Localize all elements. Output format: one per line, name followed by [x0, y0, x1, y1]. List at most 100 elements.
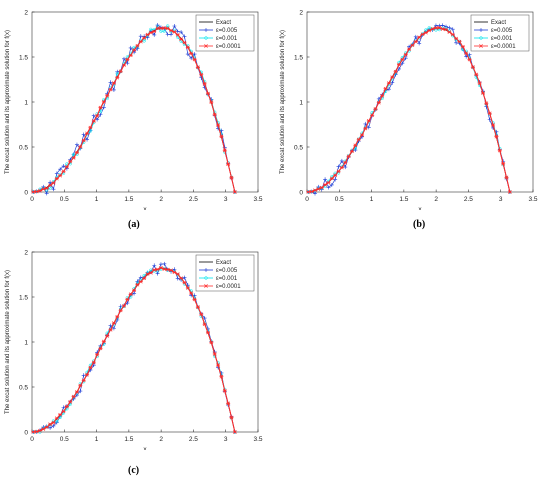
series-3-point	[480, 91, 485, 95]
series-3-point	[68, 400, 73, 404]
series-1-point	[81, 132, 86, 137]
x-tick-label: 1.5	[124, 436, 133, 443]
series-1-point	[61, 164, 66, 169]
series-3-point	[175, 32, 180, 37]
series-3-point	[407, 47, 412, 52]
legend-marker	[204, 36, 208, 40]
series-3-point	[38, 188, 43, 193]
series-3-point	[205, 91, 210, 96]
series-3-point	[454, 36, 459, 41]
series-3-point	[98, 346, 103, 351]
series-3-point	[363, 126, 368, 131]
series-3-point	[199, 312, 204, 317]
series-3-point	[423, 30, 428, 35]
series-3-point	[169, 268, 174, 273]
series-3-point	[158, 265, 163, 270]
series-3-point	[71, 156, 76, 160]
series-3-point	[142, 276, 147, 280]
series-1-point	[386, 87, 391, 92]
series-3-point	[34, 429, 39, 434]
legend-box	[470, 14, 530, 52]
series-3-point	[48, 422, 53, 427]
series-3-point	[447, 30, 452, 34]
series-3-point	[142, 36, 147, 40]
series-3-point	[420, 32, 425, 37]
series-3-point	[118, 69, 123, 74]
series-3-point	[470, 65, 475, 69]
series-3-point	[316, 187, 321, 191]
series-3-point	[51, 420, 56, 425]
legend-label: ε=0.001	[216, 276, 238, 282]
legend-marker	[204, 268, 208, 272]
series-1-point	[138, 34, 143, 39]
series-1-point	[447, 25, 452, 30]
series-3-point	[413, 39, 418, 44]
series-3-point	[38, 428, 43, 433]
series-3-point	[222, 148, 227, 153]
series-3-point	[309, 189, 314, 194]
series-1-point	[162, 261, 167, 266]
series-2-point	[166, 24, 170, 28]
series-3-point	[487, 111, 492, 116]
x-tick-label: 3	[224, 436, 228, 443]
series-3-point	[41, 187, 46, 191]
series-3-point	[430, 27, 435, 31]
series-3-point	[195, 305, 200, 309]
series-3-point	[202, 322, 207, 327]
series-3-point	[216, 123, 221, 127]
series-3-point	[101, 100, 106, 104]
series-1-point	[81, 373, 86, 378]
series-2-point	[424, 28, 428, 32]
series-3-point	[54, 176, 59, 181]
series-3-point	[450, 32, 455, 37]
legend-marker	[479, 36, 483, 40]
series-3-point	[232, 190, 237, 194]
series-3-point	[343, 160, 348, 165]
series-1-point	[98, 112, 103, 117]
series-3-point	[229, 175, 234, 180]
series-2-point	[149, 27, 153, 32]
series-3-point	[491, 123, 496, 127]
series-3-point	[185, 286, 190, 290]
y-tick-label: 0.5	[19, 384, 28, 391]
series-3-point	[115, 75, 120, 80]
series-3-point	[339, 165, 344, 170]
series-1-point	[165, 32, 170, 37]
series-1-point	[132, 291, 137, 296]
series-1-point	[108, 80, 113, 85]
series-1-point	[343, 165, 348, 170]
series-1-point	[111, 326, 116, 331]
series-1-point	[51, 423, 56, 428]
x-tick-label: 1	[95, 196, 99, 203]
legend-marker	[204, 284, 208, 288]
series-2-point	[145, 33, 150, 37]
series-1-point	[339, 158, 344, 163]
series-3-point	[58, 412, 63, 417]
series-1-point	[326, 185, 331, 190]
series-3-point	[376, 100, 381, 105]
series-3-point	[88, 365, 93, 370]
series-1-point	[61, 405, 66, 410]
series-3-point	[185, 45, 190, 50]
series-3-point	[199, 72, 204, 77]
series-2-point	[162, 29, 166, 33]
series-3-point	[78, 383, 83, 388]
series-3-point	[128, 53, 133, 58]
series-2-point	[115, 72, 119, 76]
series-1-point	[433, 23, 438, 28]
series-1-point	[54, 171, 59, 176]
series-1-point	[444, 24, 449, 29]
series-3-point	[91, 360, 96, 365]
series-1-point	[467, 52, 472, 57]
series-3-point	[132, 288, 137, 293]
legend-label: Exact	[216, 260, 231, 266]
legend-label: Exact	[491, 20, 506, 26]
x-axis-label: x	[418, 206, 422, 210]
series-3-point	[108, 87, 113, 92]
series-1-point	[152, 263, 157, 268]
series-1-point	[74, 142, 79, 147]
series-3-point	[148, 30, 153, 35]
y-axis-label: The excat solution and its approximate s…	[5, 270, 11, 414]
series-1-point	[138, 275, 143, 280]
x-tick-label: 0	[305, 196, 309, 203]
